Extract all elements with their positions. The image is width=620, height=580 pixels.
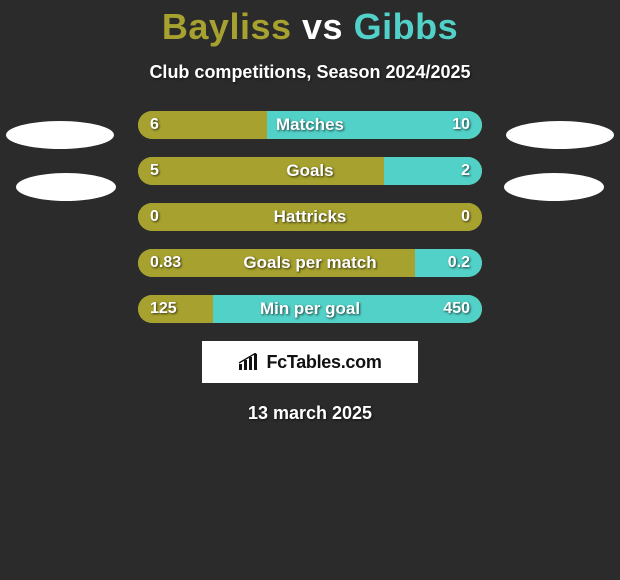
stat-right-value: 10 [452, 111, 470, 139]
stat-left-value: 5 [150, 157, 159, 185]
comparison-stage: 610Matches52Goals00Hattricks0.830.2Goals… [0, 111, 620, 424]
stat-left-value: 6 [150, 111, 159, 139]
stat-row: 52Goals [138, 157, 482, 185]
title-player1: Bayliss [162, 6, 292, 47]
player1-badge-placeholder-1 [6, 121, 114, 149]
stat-row: 610Matches [138, 111, 482, 139]
brand-chart-icon [238, 353, 260, 371]
page-title: Bayliss vs Gibbs [0, 0, 620, 48]
stat-row: 0.830.2Goals per match [138, 249, 482, 277]
player1-badge-placeholder-2 [16, 173, 116, 201]
stat-left-fill [138, 203, 482, 231]
stat-right-value: 450 [443, 295, 470, 323]
player2-badge-placeholder-1 [506, 121, 614, 149]
stat-right-value: 0.2 [448, 249, 470, 277]
stat-row: 125450Min per goal [138, 295, 482, 323]
stat-right-value: 2 [461, 157, 470, 185]
brand-box: FcTables.com [202, 341, 418, 383]
subtitle: Club competitions, Season 2024/2025 [0, 62, 620, 83]
stat-right-fill [267, 111, 482, 139]
date-label: 13 march 2025 [0, 403, 620, 424]
stat-left-fill [138, 157, 384, 185]
title-vs: vs [302, 6, 343, 47]
stat-left-value: 0 [150, 203, 159, 231]
stat-left-value: 125 [150, 295, 177, 323]
title-player2: Gibbs [354, 6, 459, 47]
stat-right-value: 0 [461, 203, 470, 231]
stat-left-value: 0.83 [150, 249, 181, 277]
stat-right-fill [213, 295, 482, 323]
stat-bars: 610Matches52Goals00Hattricks0.830.2Goals… [138, 111, 482, 323]
player2-badge-placeholder-2 [504, 173, 604, 201]
brand-label: FcTables.com [266, 352, 381, 373]
stat-row: 00Hattricks [138, 203, 482, 231]
